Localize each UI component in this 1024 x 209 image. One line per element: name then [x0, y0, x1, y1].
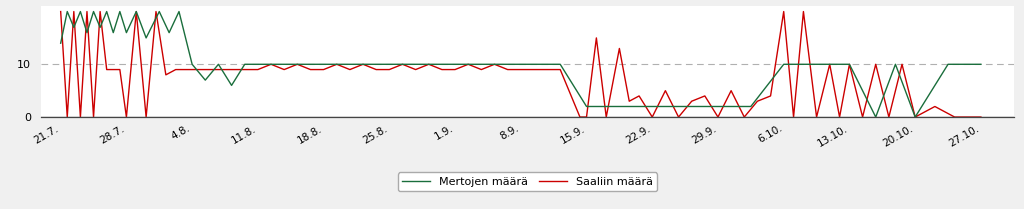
- Mertojen määrä: [61, 10, 74, 13]
- Mertojen määrä: [140, 37, 153, 39]
- Saaliin määrä: [646, 116, 658, 118]
- Mertojen määrä: [199, 79, 211, 81]
- Legend: Mertojen määrä, Saaliin määrä: Mertojen määrä, Saaliin määrä: [397, 172, 657, 191]
- Saaliin määrä: [502, 68, 514, 71]
- Saaliin määrä: [108, 68, 120, 71]
- Mertojen määrä: [54, 42, 67, 45]
- Saaliin määrä: [623, 100, 635, 102]
- Line: Saaliin määrä: Saaliin määrä: [60, 11, 981, 117]
- Saaliin määrä: [61, 116, 74, 118]
- Mertojen määrä: [869, 116, 882, 118]
- Mertojen määrä: [186, 63, 199, 66]
- Mertojen määrä: [942, 63, 954, 66]
- Mertojen määrä: [535, 63, 547, 66]
- Line: Mertojen määrä: Mertojen määrä: [60, 11, 981, 117]
- Saaliin määrä: [54, 10, 67, 13]
- Mertojen määrä: [613, 105, 626, 108]
- Saaliin määrä: [331, 63, 343, 66]
- Saaliin määrä: [777, 10, 790, 13]
- Saaliin määrä: [975, 116, 987, 118]
- Mertojen määrä: [975, 63, 987, 66]
